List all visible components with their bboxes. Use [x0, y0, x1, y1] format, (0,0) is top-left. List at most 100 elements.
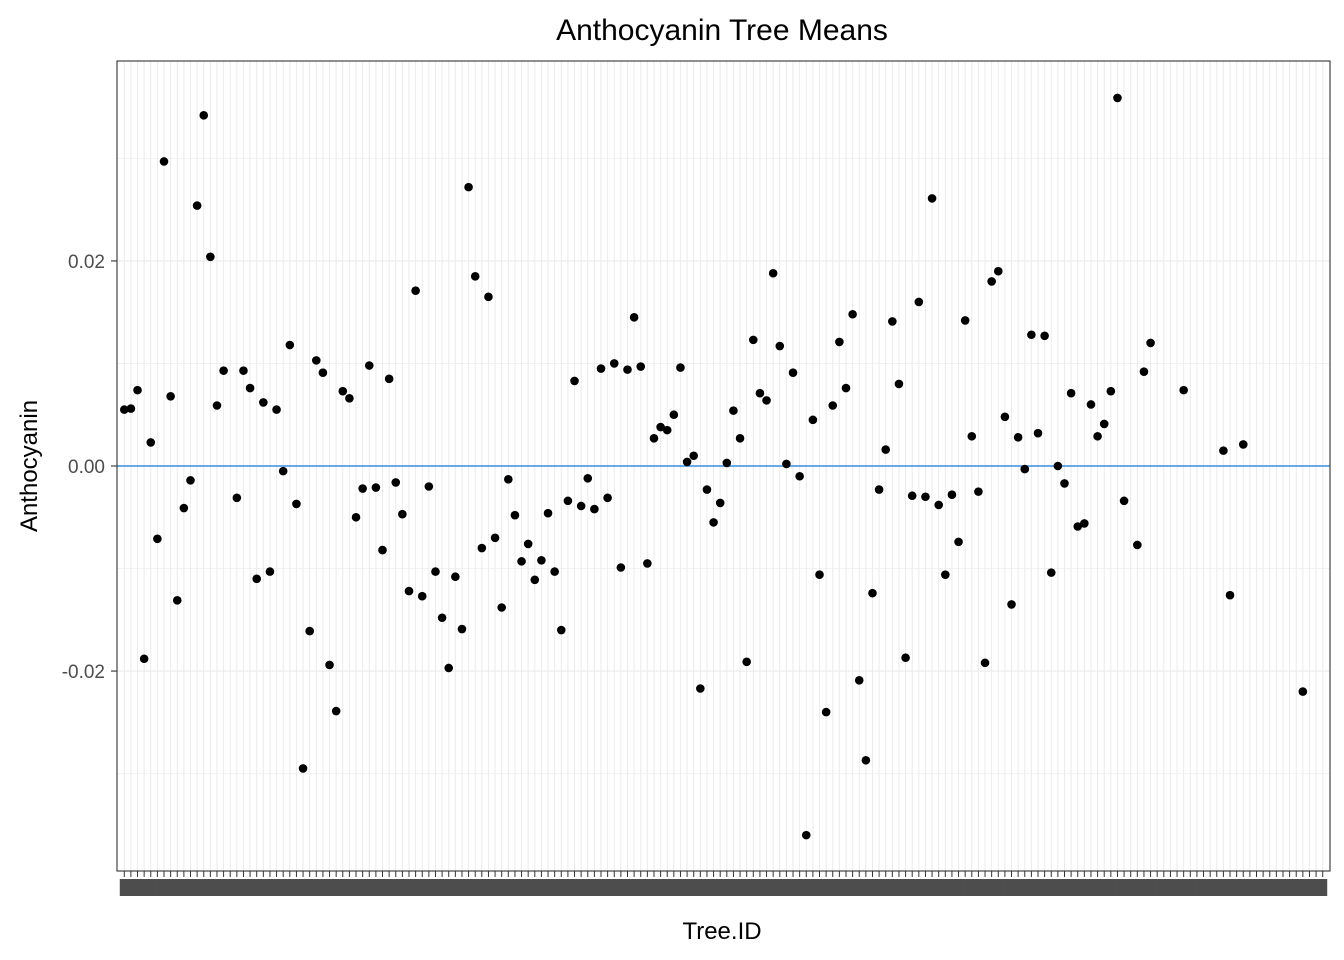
x-tick-label [920, 879, 930, 896]
x-tick-label [344, 879, 354, 896]
x-tick-label [159, 879, 169, 896]
data-point [126, 404, 136, 413]
x-tick-label [1238, 879, 1248, 896]
x-tick-label [1271, 879, 1281, 896]
x-tick-label [404, 879, 414, 896]
data-point [1033, 428, 1043, 438]
x-tick-label [1013, 879, 1023, 896]
x-tick-label [1218, 879, 1228, 896]
data-point [967, 431, 977, 441]
x-tick-label [1053, 879, 1063, 896]
x-tick-label [1079, 879, 1089, 896]
x-tick-label [1252, 879, 1262, 896]
x-tick-label [378, 879, 388, 896]
chart-title: Anthocyanin Tree Means [556, 14, 888, 47]
x-tick-label [219, 879, 229, 896]
data-point [828, 401, 838, 410]
x-tick-label [848, 879, 858, 896]
x-tick-label [775, 879, 785, 896]
data-point [404, 586, 414, 596]
data-point [159, 157, 169, 166]
x-tick-label [1199, 879, 1209, 896]
data-point [331, 706, 341, 716]
x-tick-label [1192, 879, 1202, 896]
x-tick-label [1046, 879, 1056, 896]
data-point [603, 493, 612, 503]
x-tick-label [437, 879, 447, 896]
data-point [808, 415, 818, 425]
x-tick-label [1265, 879, 1275, 896]
x-tick-label [232, 879, 242, 896]
x-tick-label [139, 879, 149, 896]
data-point [934, 500, 943, 510]
data-point [669, 410, 679, 420]
x-tick-label [1132, 879, 1142, 896]
x-tick-label [728, 879, 738, 896]
data-point [285, 340, 295, 350]
data-point [583, 474, 593, 483]
x-tick-label [815, 879, 825, 896]
x-tick-label [629, 879, 639, 896]
x-tick-label [967, 879, 977, 896]
data-point [636, 362, 646, 371]
x-tick-label [1000, 879, 1010, 896]
data-point [662, 425, 672, 435]
data-point [199, 111, 209, 120]
x-tick-label [755, 879, 765, 896]
x-tick-label [954, 879, 964, 896]
data-point [437, 613, 447, 623]
x-tick-label [722, 879, 732, 896]
data-point [530, 575, 540, 585]
data-point [841, 383, 851, 393]
data-point [941, 570, 950, 579]
data-point [139, 654, 149, 664]
data-point [715, 498, 725, 508]
data-point [179, 503, 189, 513]
x-tick-label [1318, 879, 1328, 896]
data-point [345, 394, 354, 403]
x-tick-label [735, 879, 745, 896]
data-point [848, 309, 857, 319]
data-point [616, 563, 626, 572]
x-tick-label [1232, 879, 1242, 896]
data-point [1139, 367, 1149, 376]
x-tick-label [1152, 879, 1162, 896]
x-tick-label [854, 879, 864, 896]
data-point [1013, 432, 1023, 442]
x-tick-label [622, 879, 632, 896]
x-tick-label [371, 879, 381, 896]
data-point [775, 341, 785, 351]
data-point [1086, 400, 1096, 409]
x-tick-label [358, 879, 368, 896]
data-point [358, 484, 367, 493]
data-point [398, 509, 407, 519]
data-point [1040, 331, 1049, 341]
data-point [1146, 338, 1155, 348]
data-point [563, 496, 573, 506]
y-axis-ticks: -0.02 0.00 0.02 [62, 252, 117, 683]
data-point [206, 252, 215, 262]
x-tick-label [497, 879, 507, 896]
data-point [232, 493, 242, 503]
x-tick-label [841, 879, 851, 896]
x-tick-label [192, 879, 202, 896]
data-point [768, 268, 778, 278]
x-tick-label [523, 879, 533, 896]
data-point [537, 556, 546, 565]
data-point [960, 316, 970, 325]
x-tick-label [1086, 879, 1096, 896]
data-point [391, 478, 401, 487]
data-point [993, 266, 1003, 276]
x-tick-label [821, 879, 831, 896]
x-tick-label [457, 879, 467, 896]
data-point [709, 518, 718, 527]
data-point [371, 483, 381, 492]
data-point [364, 361, 374, 370]
data-point [755, 388, 765, 398]
y-tick-label: 0.02 [68, 252, 105, 273]
data-point [153, 534, 162, 544]
data-point [133, 385, 142, 395]
x-tick-label [338, 879, 348, 896]
x-axis-ticks [123, 871, 1324, 877]
data-point [497, 603, 506, 612]
